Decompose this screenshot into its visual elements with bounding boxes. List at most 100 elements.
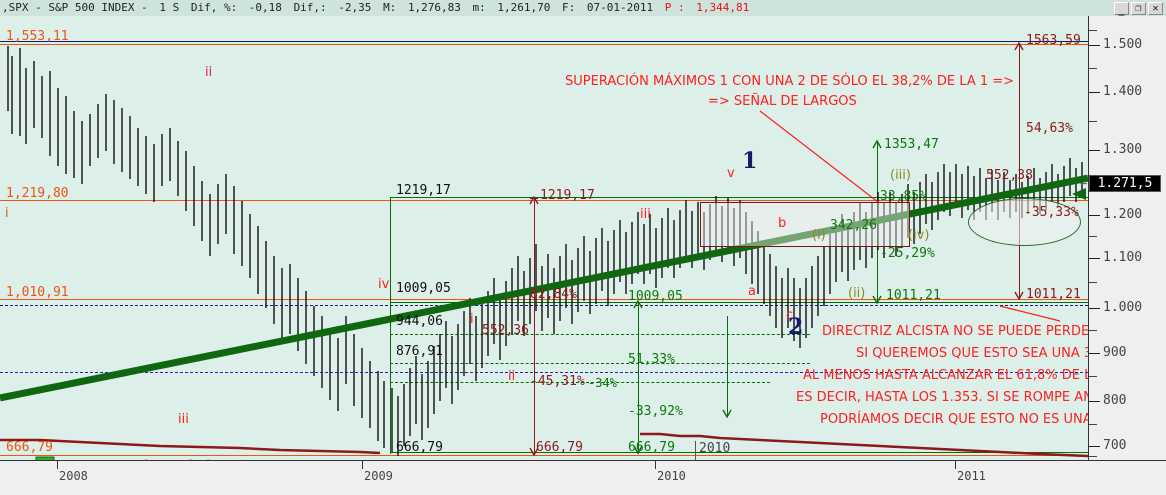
vline-1009-green [638, 302, 639, 454]
price-label-1553: 1,553,11 [6, 29, 69, 44]
annotation-block-line-1: DIRECTRIZ ALCISTA NO SE PUEDE PERDER [822, 324, 1088, 339]
wave-label-1-primary: 1 [742, 148, 758, 174]
window-controls: _ ❐ ✕ [1114, 1, 1163, 16]
ylabel-1000: 1.000 [1103, 300, 1143, 315]
ylabel-900: 900 [1103, 345, 1127, 360]
ellipse-highlight [968, 198, 1081, 246]
maximize-icon[interactable]: ❐ [1131, 1, 1146, 15]
ytick-minor [1089, 282, 1097, 283]
current-price-box: 1.271,5 [1089, 175, 1161, 192]
ytick-minor [1089, 121, 1097, 122]
level-line-877-green-dashed [390, 363, 810, 364]
ytick-1500 [1089, 45, 1100, 46]
measure-label-82-84-pct: 82,84% [530, 287, 577, 302]
wave-label-paren-ii: (ii) [848, 286, 866, 301]
ytick-minor [1089, 376, 1097, 377]
measure-label-552-38: 552,38 [986, 168, 1033, 183]
level-line-1553-navy [0, 41, 1088, 42]
ylabel-700: 700 [1103, 438, 1127, 453]
xlabel-2010: 2010 [657, 469, 686, 483]
wave-label-paren-iii: (iii) [890, 168, 911, 183]
max-value: 1,276,83 [407, 1, 461, 14]
ytick-minor [1089, 68, 1097, 69]
ylabel-1300: 1.300 [1103, 142, 1143, 157]
minimize-icon[interactable]: _ [1114, 1, 1129, 16]
price-label-1010: 1,010,91 [6, 285, 69, 300]
measure-label-minus34-pct: -34% [588, 376, 617, 390]
max-label: M: [383, 1, 397, 14]
wave-label-a: a [748, 284, 756, 299]
wave-label-2-primary: 2 [788, 314, 804, 340]
level-line-1219-green [390, 197, 1088, 198]
xlabel-2011: 2011 [957, 469, 986, 483]
measure-label-54-63-pct: 54,63% [1026, 121, 1073, 136]
xtick-2010 [655, 461, 656, 469]
min-label: m: [472, 1, 486, 14]
dif-value: -2,35 [338, 1, 372, 14]
price-marker-arrow-icon: ← [1080, 176, 1088, 190]
ytick-1400 [1089, 92, 1100, 93]
last-price-label: P : [664, 1, 685, 14]
ylabel-1500: 1.500 [1103, 37, 1143, 52]
interval-label: 1 S [159, 1, 180, 14]
measure-label-minus25-29-pct: -25,29% [880, 246, 935, 261]
wave-label-iv-left: iv [378, 277, 390, 292]
measure-label-1011-green: 1011,21 [886, 288, 941, 303]
measure-label-51-33-pct: 51,33% [628, 352, 675, 367]
measure-label-1219-black: 1219,17 [396, 183, 451, 198]
level-line-666-green [390, 452, 1088, 453]
inner-xtick-2010 [695, 441, 696, 460]
measure-label-944: 944,06 [396, 314, 443, 329]
ytick-1000 [1089, 308, 1100, 309]
xtick-2008 [57, 461, 58, 469]
close-icon[interactable]: ✕ [1148, 1, 1163, 15]
xtick-2011 [955, 461, 956, 469]
ylabel-1400: 1.400 [1103, 84, 1143, 99]
measure-label-1009-black: 1009,05 [396, 281, 451, 296]
ytick-minor [1089, 330, 1097, 331]
annotation-pointer-top [759, 110, 879, 203]
measure-label-minus45-pct: -45,31% [530, 374, 585, 389]
measure-label-342: 342,26 [830, 218, 877, 233]
wave-label-paren-i: (i) [812, 228, 826, 243]
ytick-1300 [1089, 150, 1100, 151]
measure-label-666-dred: 666,79 [536, 440, 583, 455]
vline-measure-dred [534, 198, 535, 455]
watermark-text: www.visualchart.com [72, 456, 301, 460]
measure-label-minus35-33-pct: -35,33% [1024, 205, 1079, 220]
inner-xlabel-2010: 2010 [699, 441, 731, 456]
level-line-944-green-dashed [390, 334, 810, 335]
xtick-2009 [362, 461, 363, 469]
ytick-minor [1089, 424, 1097, 425]
wave-label-i-mid: i [470, 312, 474, 327]
annotation-top-line-1: SUPERACIÓN MÁXIMOS 1 CON UNA 2 DE SÓLO E… [565, 74, 1015, 89]
wave-label-paren-iv: (iv) [908, 228, 930, 243]
chart-plot-area[interactable]: 1,553,11 1,219,80 1,010,91 666,79 1219,1… [0, 16, 1088, 460]
level-line-1553-orange [0, 44, 1088, 45]
dif-pct-label: Dif, %: [190, 1, 238, 14]
date-label: F: [562, 1, 576, 14]
level-line-1010-navy-dashed [0, 305, 1088, 306]
wave-label-c: c [786, 308, 794, 323]
wave-label-v-right: v [727, 166, 735, 181]
price-axis[interactable]: 1.500 1.400 1.300 1.200 1.100 1.000 900 … [1080, 16, 1166, 489]
annotation-top-line-2: => SEÑAL DE LARGOS [708, 94, 857, 109]
measure-label-552-36: 552,36 [482, 323, 529, 338]
measure-label-666-green: 666,79 [628, 440, 675, 455]
last-price-value: 1,344,81 [696, 1, 750, 14]
measure-label-1011-dred: 1011,21 [1026, 287, 1081, 302]
vline-right-green [727, 316, 728, 416]
ytick-minor [1089, 236, 1097, 237]
min-value: 1,261,70 [497, 1, 551, 14]
date-axis[interactable]: 2008 2009 2010 2011 [0, 460, 1166, 495]
chart-titlebar: ,SPX - S&P 500 INDEX - 1 S Dif, %: -0,18… [0, 0, 1166, 16]
ytick-700 [1089, 446, 1100, 447]
symbol-label: ,SPX - S&P 500 INDEX - [2, 1, 148, 14]
xlabel-2009: 2009 [364, 469, 393, 483]
measure-label-1563: 1563,59 [1026, 33, 1081, 48]
ytick-900 [1089, 353, 1100, 354]
measure-label-minus33-92-pct: -33,92% [628, 404, 683, 419]
ytick-minor [1089, 456, 1097, 457]
ylabel-800: 800 [1103, 393, 1127, 408]
